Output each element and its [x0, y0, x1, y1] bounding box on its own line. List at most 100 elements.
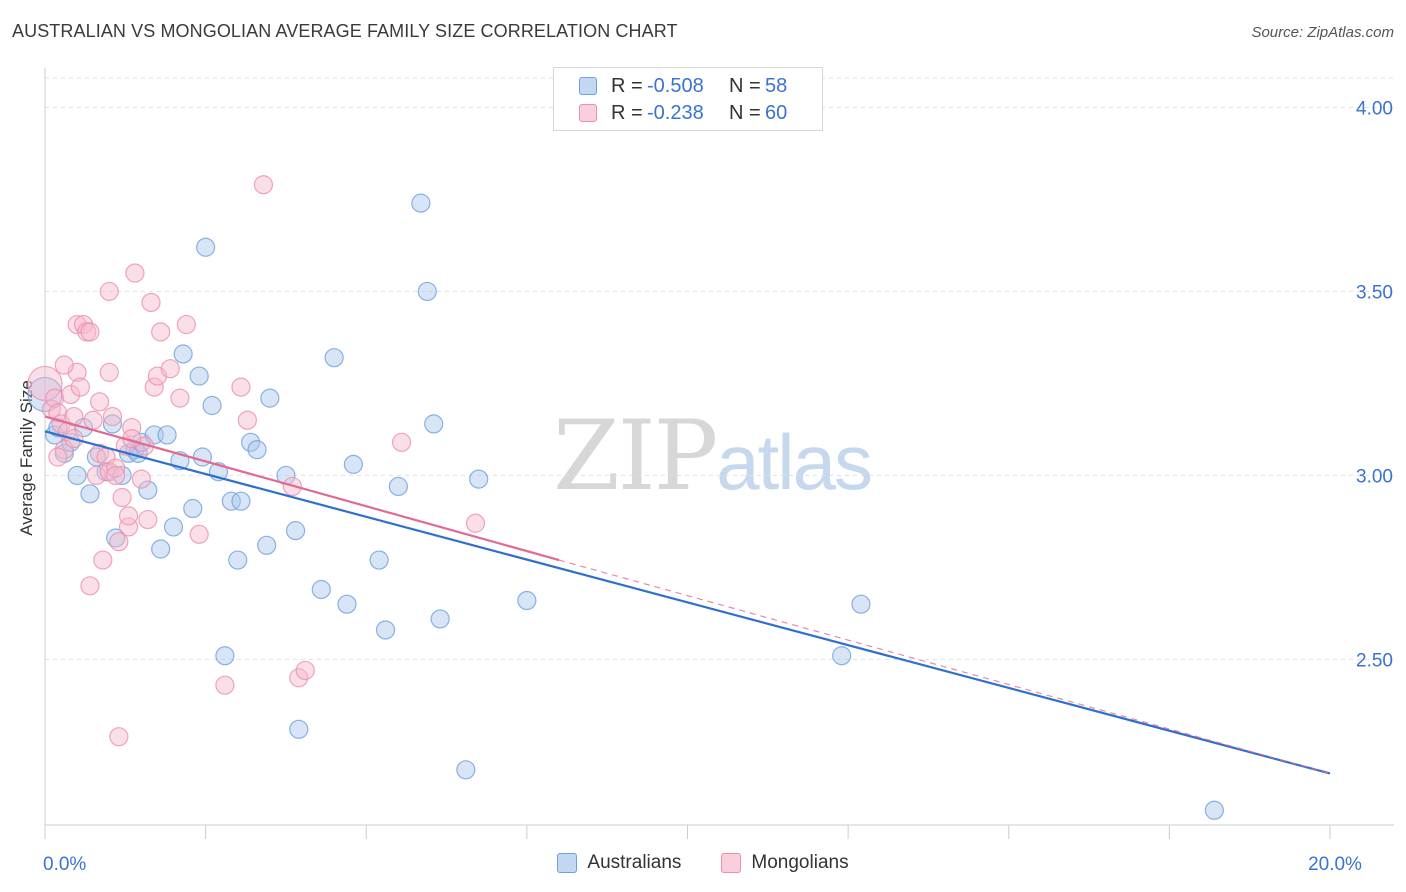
australians-point: [157, 425, 177, 445]
mongolians-point: [131, 469, 151, 489]
legend-r-value: -0.508: [647, 74, 704, 97]
source-label: Source: ZipAtlas.com: [1251, 24, 1394, 41]
australians-point: [48, 417, 68, 438]
legend-row-mongolians: R = -0.238 N = 60: [579, 101, 787, 125]
australians-point: [311, 579, 331, 600]
australians-point: [456, 760, 476, 780]
australians-point: [417, 281, 437, 302]
mongolians-point: [112, 487, 132, 508]
mongolians-point: [54, 440, 74, 460]
australians-point: [411, 193, 431, 213]
mongolians-point: [45, 388, 65, 408]
legend-r-label: R =: [611, 101, 643, 124]
mongolians-point: [289, 668, 309, 688]
australians-point: [257, 535, 277, 555]
mongolians-point: [109, 532, 129, 552]
australians-point: [260, 388, 280, 408]
mongolians-point: [99, 462, 119, 482]
australians-point: [289, 719, 309, 739]
australians-point: [196, 237, 216, 257]
legend-item-mongolians: Mongolians: [721, 852, 849, 874]
australians-point: [102, 414, 123, 434]
mongolians-point: [295, 660, 315, 681]
australians-point: [517, 590, 537, 611]
mongolians-point: [170, 388, 190, 408]
mongolians-point: [144, 377, 164, 397]
watermark-zip: ZIP: [553, 400, 718, 512]
australians-point: [202, 395, 222, 416]
y-tick-label: 2.50: [1356, 650, 1393, 671]
australians-point: [215, 646, 235, 666]
australians-point: [112, 465, 132, 486]
x-tick-label: 0.0%: [43, 854, 86, 875]
legend-label-australians: Australians: [587, 852, 682, 873]
australians-swatch: [579, 77, 597, 95]
mongolians-point: [125, 263, 145, 283]
mongolians-point: [61, 384, 81, 405]
mongolians-point: [102, 406, 123, 427]
australians-swatch: [557, 853, 578, 873]
mongolians-point: [48, 403, 68, 423]
mongolians-point: [465, 513, 486, 533]
mongolians-point: [54, 355, 74, 375]
mongolians-point: [215, 675, 235, 695]
mongolians-point: [70, 377, 90, 397]
legend-n-label: N =: [729, 74, 761, 97]
mongolians-point: [118, 517, 139, 537]
mongolians-point: [122, 417, 142, 438]
australians-point: [80, 484, 100, 504]
australians-point: [106, 528, 126, 548]
australians-point: [221, 491, 241, 511]
watermark-atlas: atlas: [716, 418, 873, 506]
australians-point: [469, 469, 489, 489]
legend-r-value: -0.238: [647, 101, 704, 124]
mongolians-point: [118, 506, 139, 526]
australians-point: [228, 550, 248, 570]
mongolians-point: [160, 359, 180, 379]
mongolians-point: [27, 365, 63, 402]
australians-point: [832, 646, 852, 666]
mongolians-trendline-extension: [558, 559, 1331, 775]
australians-point: [424, 414, 444, 434]
australians-point: [1204, 800, 1224, 820]
australians-point: [343, 454, 363, 474]
australians-point: [67, 465, 87, 486]
mongolians-swatch: [721, 853, 742, 873]
australians-point: [388, 476, 408, 497]
mongolians-point: [90, 443, 110, 463]
mongolians-point: [141, 292, 161, 313]
mongolians-point: [83, 410, 103, 430]
mongolians-point: [106, 465, 126, 486]
australians-point: [369, 550, 389, 570]
australians-trendline: [44, 430, 1331, 775]
australians-point: [247, 440, 267, 460]
mongolians-point: [189, 524, 209, 544]
mongolians-trendline: [44, 415, 560, 562]
australians-point: [163, 517, 184, 537]
mongolians-point: [80, 576, 100, 596]
australians-point: [173, 344, 193, 364]
x-tick-label: 20.0%: [1308, 854, 1362, 875]
legend-row-australians: R = -0.508 N = 58: [579, 74, 787, 98]
mongolians-point: [391, 432, 412, 452]
mongolians-point: [86, 465, 107, 486]
stats-legend: R = -0.508 N = 58 R = -0.238 N = 60: [553, 67, 823, 131]
australians-point: [183, 498, 203, 519]
mongolians-point: [99, 281, 119, 302]
mongolians-point: [109, 727, 129, 747]
y-tick-label: 3.00: [1356, 466, 1393, 487]
y-tick-label: 4.00: [1356, 98, 1393, 119]
legend-n-value: 58: [765, 74, 788, 97]
mongolians-point: [231, 377, 251, 397]
legend-item-australians: Australians: [557, 852, 681, 874]
australians-point: [189, 366, 209, 386]
australians-point: [337, 594, 357, 614]
mongolians-point: [99, 362, 119, 382]
mongolians-point: [93, 550, 113, 570]
mongolians-point: [176, 314, 196, 335]
legend-n-value: 60: [765, 101, 788, 124]
australians-point: [231, 491, 251, 511]
mongolians-point: [138, 509, 158, 530]
australians-point: [241, 432, 261, 452]
